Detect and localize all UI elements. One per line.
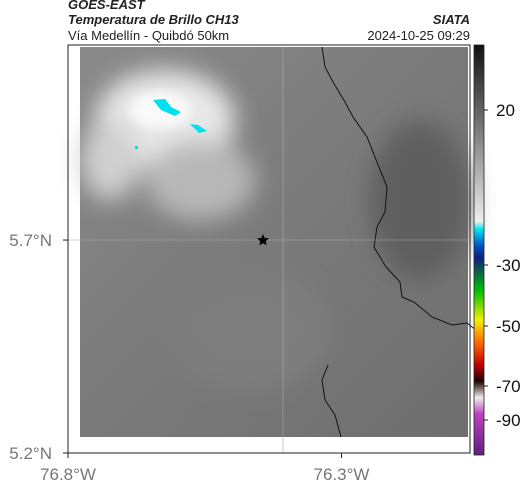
borders <box>321 46 478 438</box>
x-tick-label: 76.3°W <box>314 465 370 484</box>
title: GOES-EAST <box>68 0 146 12</box>
subtitle: Temperatura de Brillo CH13 <box>68 12 240 27</box>
map-frame <box>67 44 471 454</box>
colorbar <box>473 44 485 456</box>
colorbar-label: -70 <box>496 377 521 396</box>
location-marker <box>257 234 269 246</box>
y-tick-label: 5.2°N <box>9 444 52 463</box>
colorbar-label: 20 <box>496 101 515 120</box>
y-tick-label: 5.7°N <box>9 231 52 250</box>
satellite-image <box>80 47 470 437</box>
colorbar-label: -30 <box>496 256 521 275</box>
colorbar-label: -90 <box>496 411 521 430</box>
colorbar-label: -50 <box>496 317 521 336</box>
source: SIATA <box>433 12 470 27</box>
datetime: 2024-10-25 09:29 <box>367 28 470 43</box>
location: Vía Medellín - Quibdó 50km <box>68 28 229 43</box>
x-tick-label: 76.8°W <box>40 465 96 484</box>
